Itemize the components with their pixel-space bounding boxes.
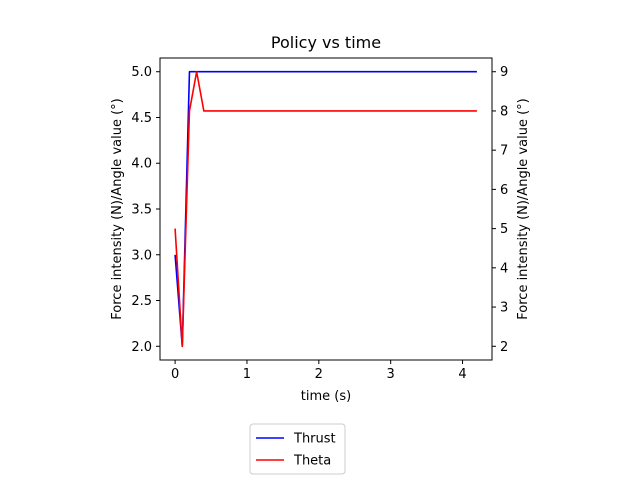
- x-tick-label: 1: [243, 367, 251, 382]
- axes: 0 1 2 3 4 2.0 2.5 3.0 3.5 4.0 4.5 5.0 2 3 4 5 6 7 8 9: [131, 65, 508, 382]
- x-tick-label: 3: [387, 367, 395, 382]
- plot-area: [174, 70, 477, 348]
- y-right-tick-label: 3: [500, 301, 508, 316]
- y-left-tick-label: 2.5: [131, 294, 152, 309]
- y-left-tick-label: 3.5: [131, 203, 152, 218]
- plot-frame: [159, 57, 493, 361]
- y-right-tick-label: 7: [500, 144, 508, 159]
- y-left-tick-label: 4.5: [131, 111, 152, 126]
- x-tick-label: 4: [458, 367, 466, 382]
- y-right-tick-label: 2: [500, 340, 508, 355]
- y-right-tick-label: 8: [500, 104, 508, 119]
- y-left-tick-label: 5.0: [131, 65, 152, 80]
- y-axis-right-label: Force intensity (N)/Angle value (°): [516, 98, 531, 319]
- series-line-theta: [174, 70, 477, 348]
- x-axis-label: time (s): [301, 389, 351, 404]
- chart-title: Policy vs time: [271, 33, 381, 52]
- y-right-tick-label: 4: [500, 261, 508, 276]
- y-left-tick-label: 3.0: [131, 248, 152, 263]
- y-left-tick-label: 2.0: [131, 340, 152, 355]
- legend-label-thrust: Thrust: [293, 432, 336, 447]
- y-right-tick-label: 5: [500, 222, 508, 237]
- legend-box: [249, 423, 346, 475]
- legend-label-theta: Theta: [293, 454, 331, 469]
- y-axis-left-label: Force intensity (N)/Angle value (°): [110, 98, 125, 319]
- x-tick-label: 0: [171, 367, 179, 382]
- x-tick-label: 2: [315, 367, 323, 382]
- y-right-tick-label: 6: [500, 183, 508, 198]
- y-left-tick-label: 4.0: [131, 157, 152, 172]
- y-right-tick-label: 9: [500, 65, 508, 80]
- series-line-thrust: [174, 70, 477, 348]
- legend: Thrust Theta: [249, 423, 346, 475]
